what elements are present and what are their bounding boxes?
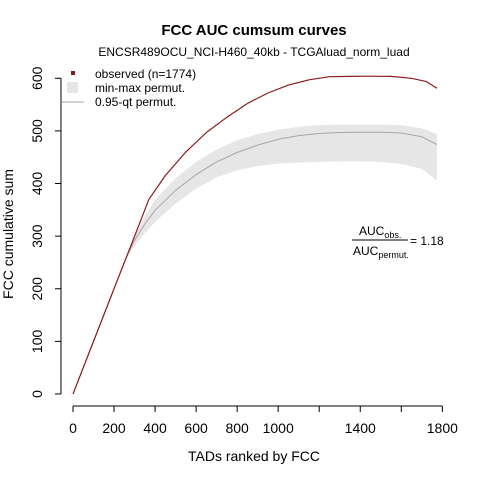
- axes-layer: 0 200 400 600 800 1000 1400 1800 0 100 200 300 400 50…: [29, 66, 458, 436]
- x-tick-label: 1000: [263, 420, 294, 436]
- auc-denominator: AUCpermut.: [353, 244, 409, 260]
- y-tick-label: 300: [29, 224, 45, 248]
- x-tick-label: 800: [225, 420, 249, 436]
- y-axis-label: FCC cumulative sum: [0, 169, 16, 299]
- x-tick-label: 200: [102, 420, 126, 436]
- legend-quantile-label: 0.95-qt permut.: [95, 95, 176, 109]
- legend-band-label: min-max permut.: [95, 81, 185, 95]
- y-tick-label: 200: [29, 277, 45, 301]
- auc-ratio-value: = 1.18: [410, 234, 444, 248]
- min-max-permut-band: [73, 124, 437, 394]
- series-lines-layer: [72, 75, 438, 395]
- observed-line: [72, 75, 438, 395]
- y-tick-label: 500: [29, 119, 45, 143]
- legend-observed-swatch: [71, 71, 75, 75]
- x-axis-label: TADs ranked by FCC: [188, 448, 320, 464]
- chart-subtitle: ENCSR489OCU_NCI-H460_40kb - TCGAluad_nor…: [98, 45, 409, 59]
- auc-numerator: AUCobs.: [359, 224, 401, 240]
- x-tick-label: 0: [69, 420, 77, 436]
- legend: observed (n=1774) min-max permut. 0.95-q…: [62, 67, 196, 109]
- chart-title: FCC AUC cumsum curves: [161, 22, 346, 39]
- auc-ratio-annotation: AUCobs. AUCpermut. = 1.18: [352, 224, 444, 260]
- x-tick-label: 400: [143, 420, 167, 436]
- y-tick-label: 400: [29, 172, 45, 196]
- x-tick-label: 1800: [427, 420, 458, 436]
- legend-observed-label: observed (n=1774): [95, 67, 196, 81]
- x-tick-label: 600: [184, 420, 208, 436]
- y-tick-label: 0: [29, 390, 45, 398]
- permutation-band-layer: [73, 124, 437, 394]
- y-tick-label: 600: [29, 66, 45, 90]
- y-tick-label: 100: [29, 330, 45, 354]
- legend-band-swatch: [67, 82, 78, 93]
- x-tick-label: 1400: [345, 420, 376, 436]
- quantile-permut-line: [72, 131, 438, 395]
